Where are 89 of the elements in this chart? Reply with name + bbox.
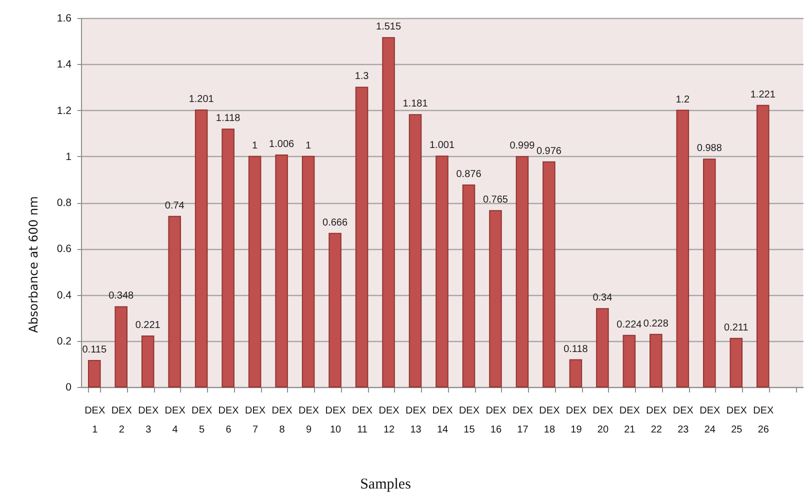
x-tick-label: DEX 7 bbox=[245, 406, 266, 436]
y-tick-label: 1 bbox=[66, 150, 72, 163]
y-axis-title: Absorbance at 600 nm bbox=[26, 196, 40, 333]
x-tick-label: DEX 10 bbox=[325, 406, 346, 436]
data-label: 1.3 bbox=[354, 71, 370, 82]
x-tick-label: DEX 13 bbox=[405, 406, 426, 436]
bar bbox=[408, 114, 422, 388]
bar bbox=[382, 37, 395, 388]
y-tick-label: 1.2 bbox=[56, 104, 72, 117]
y-tick-label: 0 bbox=[66, 382, 72, 394]
bar bbox=[676, 110, 690, 388]
data-label: 0.976 bbox=[536, 146, 562, 157]
bar bbox=[516, 156, 529, 388]
data-label: 1.181 bbox=[402, 98, 428, 110]
bar bbox=[756, 104, 770, 388]
bar bbox=[355, 86, 368, 388]
x-tick-label: DEX 26 bbox=[753, 406, 774, 436]
bar bbox=[622, 334, 636, 388]
data-label: 1.515 bbox=[376, 22, 402, 33]
data-label: 0.999 bbox=[510, 140, 536, 152]
x-tick-label: DEX 21 bbox=[619, 406, 640, 436]
data-label: 0.876 bbox=[456, 168, 482, 180]
x-tick-label: DEX 17 bbox=[512, 406, 534, 436]
x-tick-label: DEX 11 bbox=[352, 406, 373, 436]
x-tick-label: DEX 6 bbox=[218, 406, 240, 436]
bar bbox=[88, 360, 101, 388]
data-label: 1.118 bbox=[216, 113, 241, 124]
bar bbox=[194, 110, 208, 388]
x-tick-label: DEX 8 bbox=[272, 406, 293, 436]
x-tick-label: DEX 23 bbox=[672, 406, 694, 436]
x-tick-label: DEX 5 bbox=[192, 406, 212, 436]
x-tick-label: DEX 1 bbox=[84, 406, 106, 436]
bar bbox=[542, 161, 556, 388]
data-label: 0.118 bbox=[564, 344, 588, 355]
x-tick-label: DEX 16 bbox=[486, 406, 507, 436]
data-label: 0.765 bbox=[482, 194, 508, 206]
bar bbox=[489, 210, 502, 388]
data-label: 0.666 bbox=[322, 217, 348, 228]
bar bbox=[569, 359, 582, 388]
y-tick-label: 0.8 bbox=[56, 197, 72, 209]
x-tick-label: DEX 12 bbox=[378, 406, 400, 436]
x-tick-label: DEX 24 bbox=[700, 406, 721, 436]
data-label: 1.001 bbox=[429, 140, 455, 152]
data-label: 0.211 bbox=[724, 322, 749, 334]
bar bbox=[168, 216, 181, 388]
y-tick-label: 1.4 bbox=[56, 58, 72, 71]
data-label: 1.2 bbox=[676, 94, 690, 106]
x-tick-label: DEX 20 bbox=[592, 406, 614, 436]
bar bbox=[222, 128, 234, 388]
x-tick-label: DEX 15 bbox=[458, 406, 480, 436]
bar bbox=[248, 156, 262, 388]
bar bbox=[730, 338, 743, 388]
x-tick-label: DEX 19 bbox=[566, 406, 587, 436]
data-label: 0.988 bbox=[696, 143, 722, 154]
data-label: 0.348 bbox=[108, 290, 134, 302]
data-label: 0.34 bbox=[592, 292, 613, 304]
data-label: 0.228 bbox=[643, 318, 669, 330]
x-tick-label: DEX 4 bbox=[164, 406, 186, 436]
data-label: 0.74 bbox=[164, 200, 185, 212]
bar bbox=[650, 334, 662, 388]
x-tick-label: DEX 14 bbox=[432, 406, 454, 436]
x-tick-label: DEX 25 bbox=[726, 406, 748, 436]
y-tick-label: 0.6 bbox=[56, 243, 72, 256]
bar bbox=[141, 336, 154, 388]
bar bbox=[596, 308, 609, 388]
x-tick-label: DEX 2 bbox=[111, 406, 132, 436]
y-tick-label: 0.2 bbox=[56, 335, 72, 348]
x-tick-label: DEX 18 bbox=[539, 406, 560, 436]
x-tick-label: DEX 3 bbox=[138, 406, 159, 436]
data-label: 1 bbox=[252, 140, 258, 152]
data-label: 0.115 bbox=[82, 344, 107, 356]
bar bbox=[703, 158, 716, 388]
data-label: 1 bbox=[306, 140, 312, 152]
data-label: 1.006 bbox=[269, 138, 295, 150]
bar bbox=[114, 306, 128, 388]
data-label: 0.221 bbox=[135, 320, 161, 332]
data-label: 0.224 bbox=[616, 319, 642, 330]
x-tick-label: DEX 22 bbox=[646, 406, 668, 436]
y-tick-label: 0.4 bbox=[56, 289, 72, 302]
bar bbox=[462, 184, 476, 388]
y-tick-label: 1.6 bbox=[56, 12, 72, 24]
data-label: 1.221 bbox=[750, 89, 776, 100]
bar bbox=[275, 154, 288, 388]
bar bbox=[302, 156, 315, 388]
data-label: 1.201 bbox=[188, 94, 214, 106]
x-axis-title: Samples bbox=[360, 476, 412, 492]
bar bbox=[328, 232, 342, 388]
x-tick-label: DEX 9 bbox=[298, 406, 320, 436]
bar bbox=[436, 156, 448, 388]
